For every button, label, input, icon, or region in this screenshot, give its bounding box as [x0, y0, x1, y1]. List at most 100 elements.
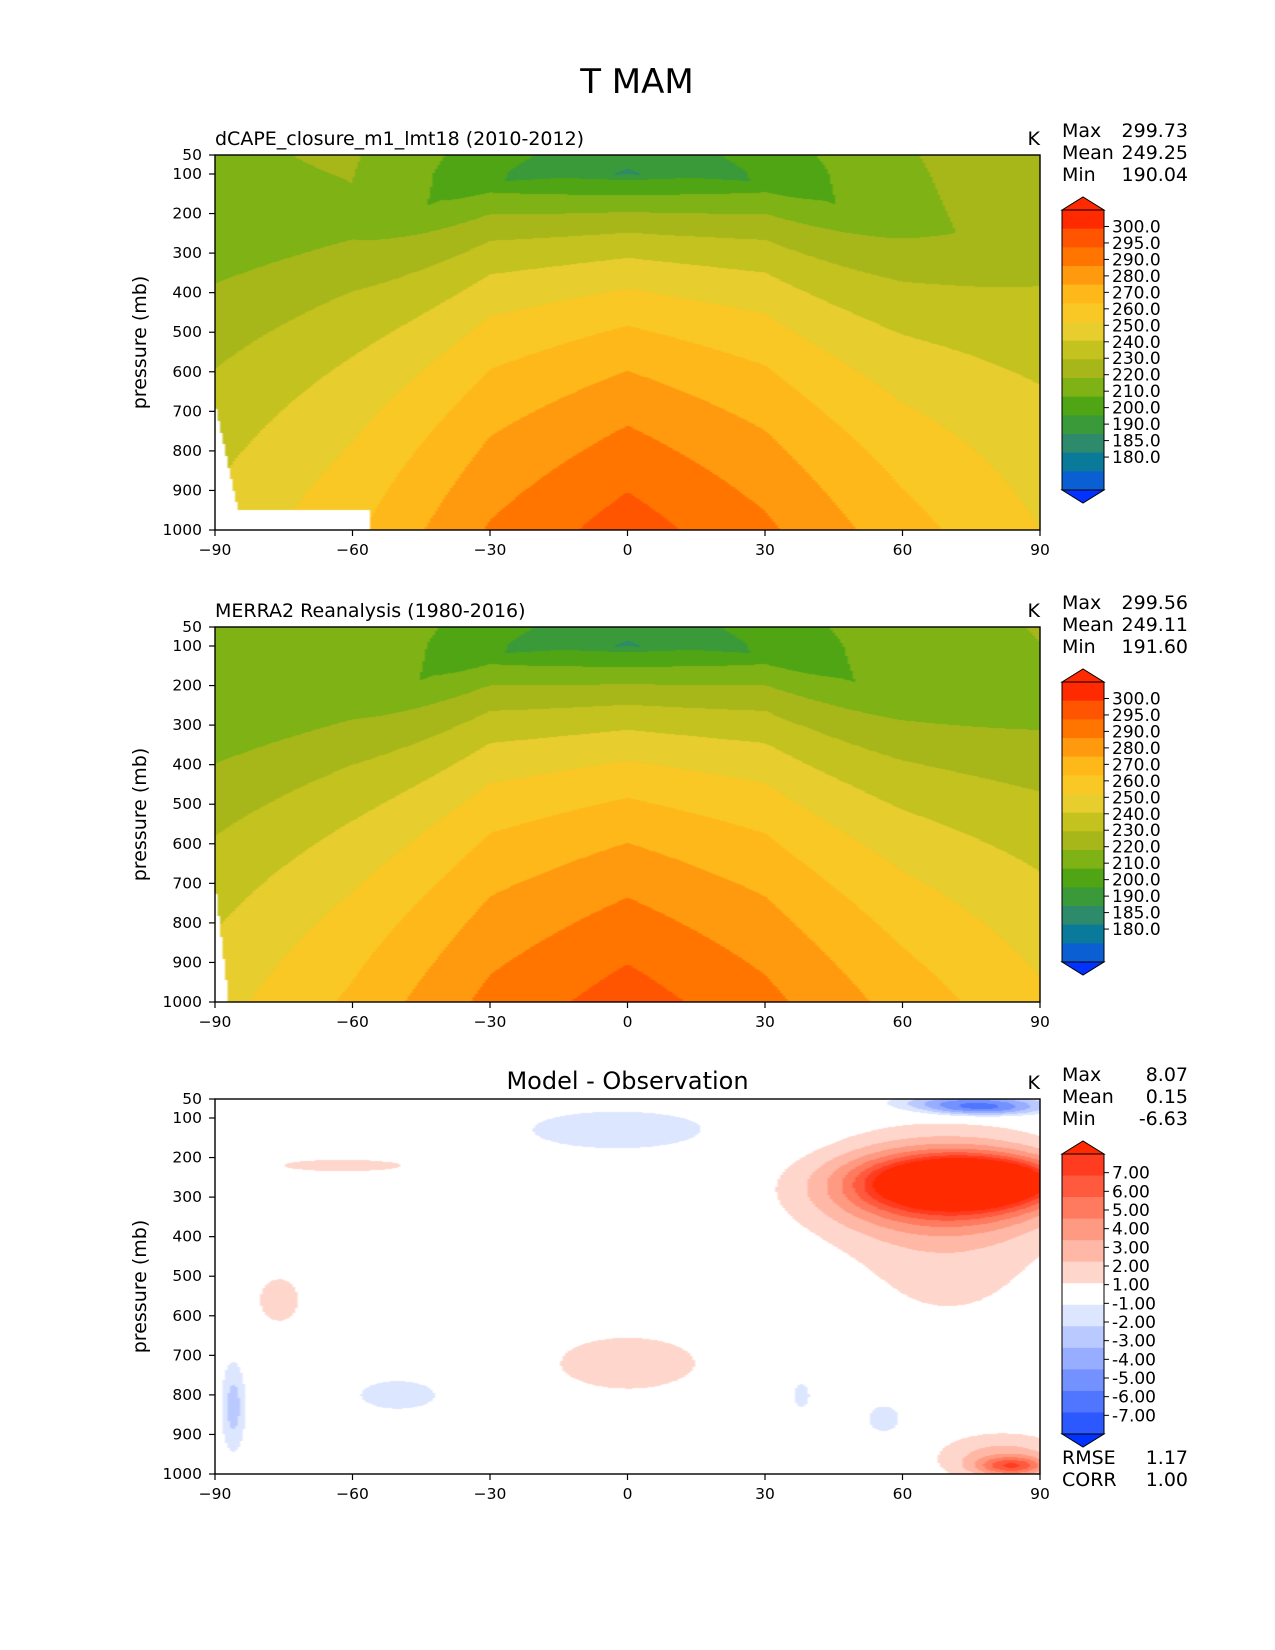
stat-value: 191.60	[1122, 636, 1188, 658]
colorbar-label: 3.00	[1112, 1238, 1150, 1258]
colorbar-segment	[1062, 359, 1104, 379]
colorbar-label: 210.0	[1112, 382, 1161, 402]
colorbar-segment	[1062, 906, 1104, 926]
colorbar-label: 180.0	[1112, 448, 1161, 468]
colorbar-segment	[1062, 682, 1104, 702]
colorbar-label: 250.0	[1112, 316, 1161, 336]
y-tick-label: 500	[172, 323, 202, 341]
stat-label: Min	[1062, 164, 1096, 186]
y-tick-label: 600	[172, 1307, 202, 1325]
colorbar-label: 280.0	[1112, 739, 1161, 759]
colorbar-segment	[1062, 756, 1104, 776]
colorbar-label: 270.0	[1112, 283, 1161, 303]
colorbar-segment	[1062, 1197, 1104, 1220]
x-tick-label: −90	[199, 1013, 232, 1031]
colorbar-over-arrow	[1060, 1140, 1106, 1155]
y-tick-label: 400	[172, 284, 202, 302]
field-image	[215, 1099, 1040, 1474]
colorbar-under-arrow	[1060, 1433, 1106, 1448]
y-tick-label: 1000	[163, 521, 202, 539]
y-tick-label: 700	[172, 874, 202, 892]
metric-label: RMSE	[1062, 1447, 1116, 1469]
y-axis-label: pressure (mb)	[129, 1220, 151, 1354]
x-tick-label: −60	[336, 1485, 369, 1503]
colorbar-label: 260.0	[1112, 300, 1161, 320]
colorbar-segment	[1062, 850, 1104, 870]
colorbar-frame	[1061, 1153, 1105, 1435]
colorbar-label: 185.0	[1112, 432, 1161, 452]
x-tick-label: 90	[1030, 1485, 1050, 1503]
colorbar-segment	[1062, 378, 1104, 398]
colorbar-segment	[1062, 1390, 1104, 1413]
colorbar-label: 295.0	[1112, 706, 1161, 726]
colorbar-label: 220.0	[1112, 838, 1161, 858]
x-tick-label: 0	[623, 541, 633, 559]
colorbar-label: 230.0	[1112, 349, 1161, 369]
y-tick-label: 900	[172, 953, 202, 971]
x-tick-label: −60	[336, 1013, 369, 1031]
stat-value: 0.15	[1146, 1086, 1188, 1108]
y-tick-label: 600	[172, 835, 202, 853]
colorbar-segment	[1062, 228, 1104, 248]
colorbar-frame	[1061, 209, 1105, 491]
y-tick-label: 900	[172, 1425, 202, 1443]
metric-value: 1.00	[1146, 1469, 1188, 1491]
colorbar-segment	[1062, 812, 1104, 832]
colorbar-label: 240.0	[1112, 333, 1161, 353]
x-tick-label: −90	[199, 1485, 232, 1503]
field-image	[215, 155, 1040, 530]
x-tick-label: 60	[893, 1013, 913, 1031]
colorbar-label: 2.00	[1112, 1257, 1150, 1277]
figure-title: T MAM	[579, 62, 694, 102]
colorbar-label: 300.0	[1112, 217, 1161, 237]
stat-value: 190.04	[1122, 164, 1188, 186]
colorbar-label: 300.0	[1112, 689, 1161, 709]
colorbar-segment	[1062, 1175, 1104, 1198]
colorbar-label: 210.0	[1112, 854, 1161, 874]
colorbar-label: 240.0	[1112, 805, 1161, 825]
units-label: K	[1028, 1072, 1041, 1094]
x-tick-label: 60	[893, 1485, 913, 1503]
colorbar-segment	[1062, 1326, 1104, 1349]
colorbar-label: -5.00	[1112, 1369, 1156, 1389]
y-tick-label: 50	[182, 618, 202, 636]
colorbar-label: -7.00	[1112, 1406, 1156, 1426]
colorbar-label: 4.00	[1112, 1220, 1150, 1240]
panel-title: Model - Observation	[506, 1067, 748, 1095]
colorbar-segment	[1062, 831, 1104, 851]
y-tick-label: 1000	[163, 993, 202, 1011]
y-axis-label: pressure (mb)	[129, 276, 151, 410]
stat-label: Mean	[1062, 142, 1114, 164]
y-tick-label: 300	[172, 244, 202, 262]
colorbar-under-arrow	[1060, 489, 1106, 504]
y-tick-label: 800	[172, 1386, 202, 1404]
colorbar-segment	[1062, 719, 1104, 739]
colorbar-segment	[1062, 1261, 1104, 1284]
colorbar-segment	[1062, 322, 1104, 342]
x-tick-label: 30	[755, 541, 775, 559]
stat-label: Mean	[1062, 1086, 1114, 1108]
colorbar-segment	[1062, 794, 1104, 814]
x-tick-label: 60	[893, 541, 913, 559]
y-tick-label: 600	[172, 363, 202, 381]
colorbar-label: 1.00	[1112, 1276, 1150, 1296]
colorbar-over-arrow	[1060, 668, 1106, 683]
y-tick-label: 1000	[163, 1465, 202, 1483]
colorbar-label: 230.0	[1112, 821, 1161, 841]
colorbar-label: -2.00	[1112, 1313, 1156, 1333]
x-tick-label: −30	[474, 541, 507, 559]
colorbar-segment	[1062, 775, 1104, 795]
metric-value: 1.17	[1146, 1447, 1188, 1469]
colorbar-label: 200.0	[1112, 871, 1161, 891]
x-tick-label: 30	[755, 1485, 775, 1503]
y-tick-label: 200	[172, 677, 202, 695]
colorbar-label: 6.00	[1112, 1182, 1150, 1202]
colorbar-label: -6.00	[1112, 1388, 1156, 1408]
colorbar-label: -1.00	[1112, 1294, 1156, 1314]
colorbar-segment	[1062, 396, 1104, 416]
y-tick-label: 300	[172, 1188, 202, 1206]
colorbar-segment	[1062, 340, 1104, 360]
stat-value: 249.11	[1122, 614, 1188, 636]
